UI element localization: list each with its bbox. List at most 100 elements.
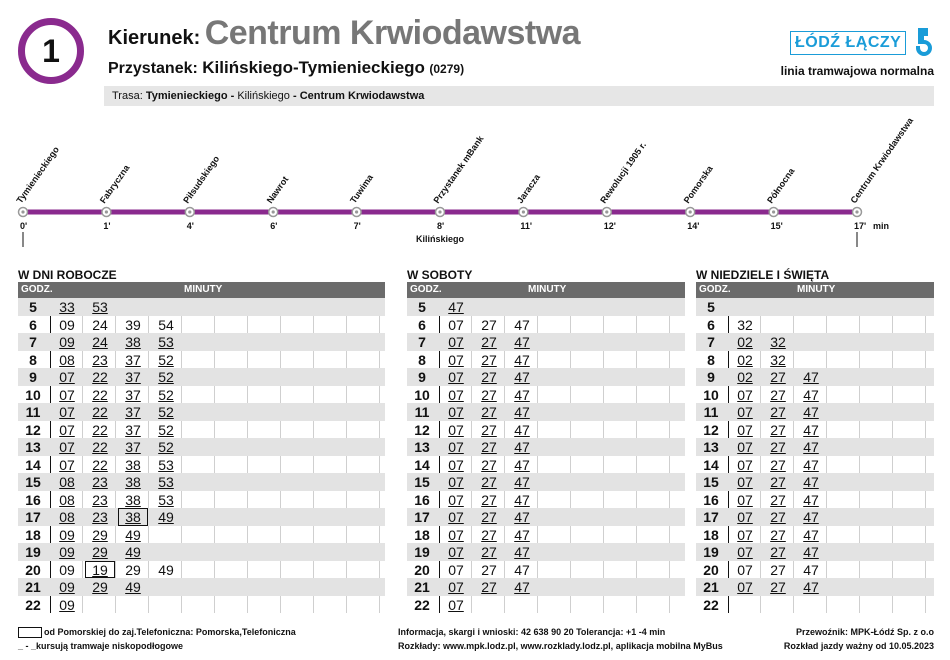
minute-cell: 07	[737, 579, 753, 595]
minute-cell: 02	[737, 351, 753, 368]
hour-cell: 16	[25, 491, 41, 508]
timetable-header: GODZ. MINUTY	[18, 282, 385, 298]
logo-mark-icon	[916, 28, 932, 56]
stop-time-label: 7'	[354, 221, 361, 231]
minute-cell: 08	[59, 491, 75, 508]
hour-cell: 20	[703, 561, 719, 578]
carrier-info: Przewoźnik: MPK-Łódź Sp. z o.o	[796, 627, 934, 637]
minute-cell: 47	[803, 544, 819, 560]
hour-cell: 16	[703, 491, 719, 508]
minute-cell: 37	[125, 351, 141, 368]
hour-column-header: GODZ.	[699, 284, 731, 295]
timetable-rows: 5 33 53 6 09 24 39 54 7 09 24 38 53 8 08 23 37 52 9 07 22 37 5…	[18, 298, 385, 613]
hour-cell: 7	[707, 334, 715, 350]
hour-cell: 9	[707, 369, 715, 385]
hour-cell: 13	[703, 439, 719, 455]
minute-cell: 47	[514, 404, 530, 420]
minute-cell: 38	[125, 474, 141, 490]
column-divider	[181, 298, 182, 613]
hour-cell: 11	[414, 404, 430, 420]
minute-cell: 47	[514, 491, 530, 508]
timetable-title: W SOBOTY	[407, 268, 473, 282]
minute-cell: 47	[514, 421, 530, 438]
timetable-row: 11 07 22 37 52	[18, 403, 385, 421]
minute-cell: 32	[770, 351, 786, 368]
stop-name-label: Piłsudskiego	[181, 154, 221, 206]
route-part-current: Kilińskiego	[237, 90, 290, 102]
timetable-row: 15 08 23 38 53	[18, 473, 385, 491]
column-divider	[214, 298, 215, 613]
timetable-row: 13 07 27 47	[407, 438, 685, 456]
stop-marker-dot	[271, 210, 275, 214]
minute-cell: 53	[158, 474, 174, 490]
stop-marker-dot	[355, 210, 359, 214]
timetable-row: 17 08 23 38 49	[18, 508, 385, 526]
column-divider	[115, 298, 116, 613]
minute-cell: 47	[803, 369, 819, 385]
hour-cell: 22	[414, 596, 430, 613]
minute-cell: 07	[448, 509, 464, 525]
minute-cell: 49	[158, 561, 174, 578]
minute-cell: 07	[737, 561, 753, 578]
minute-cell: 24	[92, 334, 108, 350]
minute-cell: 27	[481, 491, 497, 508]
minute-cell: 07	[448, 596, 464, 613]
minute-cell: 07	[59, 421, 75, 438]
minute-cell: 47	[803, 509, 819, 525]
column-divider	[471, 298, 472, 613]
column-divider	[636, 298, 637, 613]
line-number-badge: 1	[18, 18, 84, 84]
timetable-row: 11 07 27 47	[696, 403, 934, 421]
hour-cell: 18	[703, 526, 719, 543]
column-divider	[669, 298, 670, 613]
minute-cell: 27	[481, 334, 497, 350]
hour-cell: 5	[418, 299, 426, 315]
minute-cell: 29	[92, 579, 108, 595]
direction-name: Centrum Krwiodawstwa	[204, 14, 581, 52]
hour-cell: 12	[414, 421, 430, 438]
timetable-row: 16 08 23 38 53	[18, 491, 385, 509]
timetable-row: 7 02 32	[696, 333, 934, 351]
hour-cell: 14	[25, 456, 41, 473]
hour-cell: 9	[418, 369, 426, 385]
timetable-2: W NIEDZIELE I ŚWIĘTA GODZ. MINUTY 5 6 32 7 02 32…	[696, 268, 934, 613]
minute-cell: 27	[481, 509, 497, 525]
hour-cell: 17	[703, 509, 719, 525]
column-divider	[826, 298, 827, 613]
stop-name-label: Pomorska	[682, 163, 716, 205]
minute-cell: 47	[514, 334, 530, 350]
minute-cell: 38	[125, 491, 141, 508]
stop-time-label: 6'	[270, 221, 277, 231]
direction-label: Kierunek:	[108, 27, 201, 49]
timetable-row: 8 08 23 37 52	[18, 351, 385, 369]
minute-cell: 49	[125, 579, 141, 595]
minute-cell: 32	[770, 334, 786, 350]
minute-cell: 07	[737, 439, 753, 455]
timetable-row: 18 09 29 49	[18, 526, 385, 544]
timetable-row: 14 07 22 38 53	[18, 456, 385, 474]
timetable-row: 19 07 27 47	[407, 543, 685, 561]
timetable-row: 19 09 29 49	[18, 543, 385, 561]
minute-cell: 47	[803, 456, 819, 473]
column-divider	[793, 298, 794, 613]
hour-cell: 19	[703, 544, 719, 560]
minute-cell: 27	[481, 404, 497, 420]
minute-cell: 39	[125, 316, 141, 333]
direction-heading: Kierunek: Centrum Krwiodawstwa	[108, 14, 581, 53]
minute-cell: 47	[803, 579, 819, 595]
hour-cell: 18	[25, 526, 41, 543]
stop-time-label: 17'	[854, 221, 866, 231]
minute-cell: 22	[92, 456, 108, 473]
minute-cell: 07	[59, 404, 75, 420]
stop-name-label: Fabryczna	[98, 162, 132, 205]
timetable-row: 20 07 27 47	[407, 561, 685, 579]
hour-cell: 14	[414, 456, 430, 473]
stop-name-label: Rewolucji 1905 r.	[598, 140, 648, 205]
timetable-row: 17 07 27 47	[407, 508, 685, 526]
hour-cell: 16	[414, 491, 430, 508]
hour-cell: 8	[29, 351, 37, 368]
minute-cell: 47	[514, 509, 530, 525]
timetable-row: 6 09 24 39 54	[18, 316, 385, 334]
hour-cell: 8	[707, 351, 715, 368]
hour-cell: 13	[414, 439, 430, 455]
